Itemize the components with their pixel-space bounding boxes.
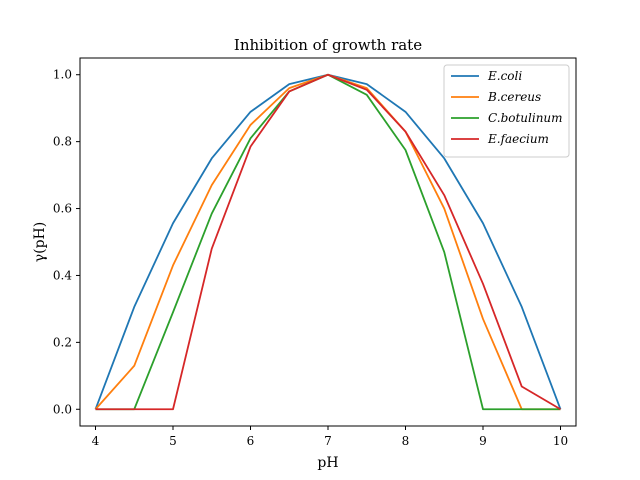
y-tick-label: 1.0 [53, 68, 72, 82]
y-tick-label: 0.8 [53, 135, 72, 149]
y-axis-label: γ(pH) [32, 222, 48, 262]
legend-entry: E.faecium [487, 132, 549, 146]
legend-entry: E.coli [487, 69, 522, 83]
x-tick-label: 9 [479, 434, 487, 448]
x-tick-label: 7 [324, 434, 332, 448]
legend-entry: C.botulinum [488, 111, 563, 125]
x-tick-label: 6 [247, 434, 255, 448]
y-tick-label: 0.0 [53, 402, 72, 416]
x-tick-label: 5 [169, 434, 177, 448]
legend-box [443, 64, 570, 158]
plot-lines [94, 73, 562, 411]
y-tick-label: 0.4 [53, 268, 72, 282]
x-tick-label: 8 [402, 434, 410, 448]
x-tick-label: 4 [92, 434, 100, 448]
chart-title: Inhibition of growth rate [234, 36, 422, 54]
x-axis-label: pH [317, 455, 338, 471]
x-tick-label: 10 [553, 434, 568, 448]
y-axis-ticks: 0.0 0.2 0.4 0.6 0.8 1.0 [53, 68, 80, 416]
x-axis-ticks: 4 5 6 7 8 9 10 [92, 426, 568, 448]
series-line-e-faecium [95, 73, 561, 411]
legend-entry: B.cereus [487, 90, 541, 104]
y-tick-label: 0.6 [53, 202, 72, 216]
legend: E.coli B.cereus C.botulinum E.faecium [443, 64, 570, 158]
y-tick-label: 0.2 [53, 335, 72, 349]
